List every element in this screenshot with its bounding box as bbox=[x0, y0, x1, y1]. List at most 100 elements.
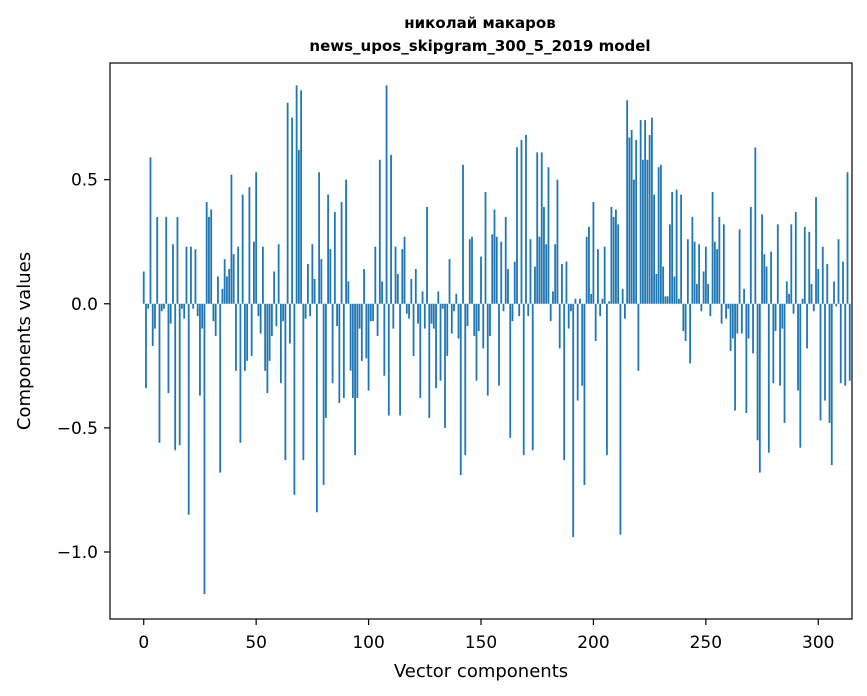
bar-135 bbox=[446, 303, 449, 356]
chart-title-line2: news_upos_skipgram_300_5_2019 model bbox=[309, 37, 650, 55]
bar-259 bbox=[725, 303, 727, 319]
bar-92 bbox=[349, 303, 352, 371]
bar-189 bbox=[567, 303, 570, 329]
bar-256 bbox=[718, 216, 721, 304]
bar-137 bbox=[450, 303, 453, 334]
bar-22 bbox=[192, 303, 195, 309]
bar-167 bbox=[518, 303, 521, 317]
bar-37 bbox=[226, 276, 228, 304]
bar-115 bbox=[401, 249, 404, 304]
bar-184 bbox=[556, 179, 559, 304]
bar-307 bbox=[833, 281, 835, 304]
bar-140 bbox=[457, 303, 460, 339]
bar-154 bbox=[489, 303, 491, 337]
bar-255 bbox=[716, 249, 718, 304]
bar-67 bbox=[293, 303, 296, 495]
bar-114 bbox=[399, 303, 401, 416]
bar-292 bbox=[799, 303, 802, 448]
bar-61 bbox=[279, 303, 282, 384]
bar-273 bbox=[756, 303, 759, 441]
bar-195 bbox=[581, 303, 584, 386]
bar-178 bbox=[543, 206, 545, 304]
bar-34 bbox=[219, 303, 222, 473]
bar-269 bbox=[747, 303, 750, 339]
bar-116 bbox=[403, 236, 406, 304]
bar-251 bbox=[707, 283, 709, 304]
bar-88 bbox=[340, 202, 343, 304]
bar-234 bbox=[668, 224, 671, 304]
bar-245 bbox=[693, 241, 696, 304]
bar-266 bbox=[740, 303, 743, 334]
y-tick-label: 0.0 bbox=[71, 295, 98, 315]
bar-152 bbox=[484, 192, 487, 304]
bar-133 bbox=[441, 303, 444, 309]
bar-101 bbox=[369, 303, 372, 322]
bar-12 bbox=[169, 303, 172, 324]
bar-191 bbox=[572, 303, 575, 538]
bar-41 bbox=[235, 303, 237, 371]
bar-279 bbox=[770, 251, 772, 304]
bar-24 bbox=[196, 303, 199, 317]
bar-274 bbox=[758, 303, 761, 473]
bar-263 bbox=[734, 303, 736, 411]
bar-32 bbox=[214, 303, 217, 337]
bar-51 bbox=[257, 303, 260, 317]
bar-163 bbox=[509, 303, 512, 438]
bar-86 bbox=[336, 303, 338, 327]
x-tick-label: 100 bbox=[352, 633, 384, 653]
bar-202 bbox=[597, 249, 599, 304]
bar-94 bbox=[354, 303, 356, 456]
bar-302 bbox=[821, 246, 824, 304]
bar-235 bbox=[671, 192, 674, 304]
bar-9 bbox=[163, 303, 165, 309]
bar-166 bbox=[516, 147, 518, 304]
bar-313 bbox=[846, 172, 849, 304]
bar-186 bbox=[561, 264, 563, 304]
bar-239 bbox=[680, 194, 683, 304]
bar-98 bbox=[363, 269, 365, 304]
bar-248 bbox=[700, 303, 703, 312]
bar-174 bbox=[534, 266, 536, 304]
bar-18 bbox=[183, 303, 186, 319]
bar-300 bbox=[817, 269, 820, 304]
bar-164 bbox=[511, 303, 514, 322]
y-axis-label: Components values bbox=[14, 252, 35, 430]
bar-151 bbox=[482, 303, 485, 349]
bar-280 bbox=[772, 303, 775, 384]
bar-242 bbox=[686, 239, 689, 304]
bar-158 bbox=[498, 303, 500, 386]
bar-128 bbox=[430, 303, 433, 324]
x-axis: 0 50 100 150 200 250 300 bbox=[138, 619, 834, 653]
bar-201 bbox=[594, 303, 597, 341]
bar-83 bbox=[329, 249, 332, 304]
bar-123 bbox=[419, 303, 422, 399]
bar-233 bbox=[666, 296, 669, 304]
bar-249 bbox=[702, 271, 705, 304]
bar-45 bbox=[244, 303, 246, 371]
bar-57 bbox=[270, 303, 273, 337]
bar-52 bbox=[259, 303, 262, 334]
bar-170 bbox=[525, 134, 527, 304]
bar-182 bbox=[552, 291, 554, 304]
bar-48 bbox=[250, 303, 253, 356]
bar-121 bbox=[414, 269, 417, 304]
bar-303 bbox=[824, 303, 826, 401]
bar-60 bbox=[277, 244, 280, 304]
bar-111 bbox=[392, 303, 395, 329]
bar-139 bbox=[455, 293, 458, 304]
bar-253 bbox=[711, 192, 714, 304]
bar-30 bbox=[210, 209, 213, 304]
x-tick-label: 50 bbox=[245, 633, 267, 653]
bar-238 bbox=[677, 298, 680, 304]
bar-261 bbox=[729, 303, 732, 351]
bar-126 bbox=[426, 206, 428, 304]
bar-91 bbox=[347, 281, 350, 304]
bar-220 bbox=[637, 303, 640, 371]
bar-145 bbox=[468, 239, 471, 304]
bar-198 bbox=[588, 226, 590, 304]
bar-43 bbox=[239, 303, 242, 443]
y-tick-label: −1.0 bbox=[57, 543, 98, 563]
bar-271 bbox=[752, 303, 754, 354]
bar-183 bbox=[554, 244, 557, 304]
bar-181 bbox=[549, 303, 552, 322]
